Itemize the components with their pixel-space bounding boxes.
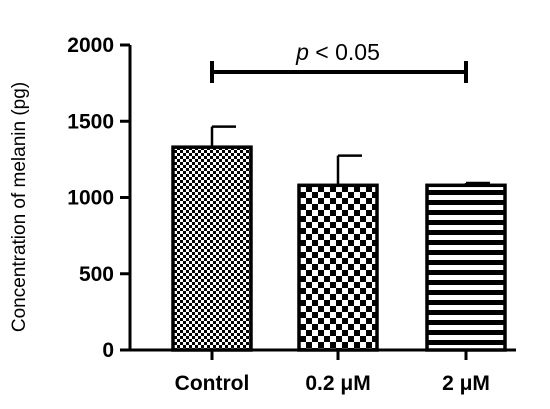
y-tick-label: 1500 — [67, 110, 114, 133]
bar — [425, 183, 507, 352]
p-symbol: p — [295, 39, 309, 65]
plot-area: 0 500 1000 1500 2000 Control 0.2 μM 2 μM — [67, 34, 516, 395]
y-tick-label: 2000 — [67, 34, 114, 57]
y-tick-label: 500 — [79, 263, 114, 286]
bar — [171, 145, 253, 352]
x-tick-label: 0.2 μM — [305, 372, 370, 395]
y-axis-title: Concentration of melanin (pg) — [9, 82, 30, 332]
x-tick-label: Control — [175, 372, 250, 395]
y-tick-label: 0 — [102, 339, 114, 362]
significance-annotation: p < 0.05 — [210, 39, 468, 83]
y-tick-label: 1000 — [67, 187, 114, 210]
x-tick-label: 2 μM — [442, 372, 490, 395]
p-threshold: < 0.05 — [309, 39, 380, 65]
bar — [297, 183, 379, 352]
p-value-label: p < 0.05 — [295, 39, 380, 65]
